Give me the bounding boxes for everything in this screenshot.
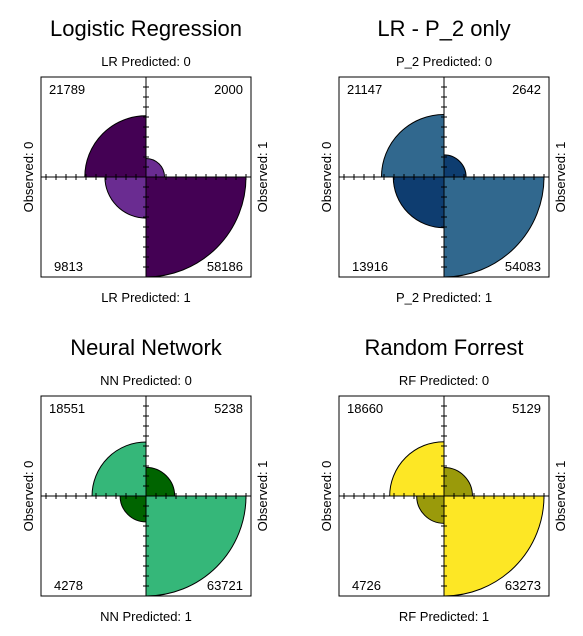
fourfold-panel-2: LR - P_2 only P_2 Predicted: 0 P_2 Predict…	[319, 16, 568, 305]
count-bottom-left: 13916	[352, 259, 388, 274]
wedge-top-left	[389, 441, 445, 497]
right-axis-label: Observed: 1	[553, 461, 568, 532]
count-bottom-right: 54083	[505, 259, 541, 274]
wedge-top-right	[145, 157, 166, 178]
count-top-right: 5238	[214, 401, 243, 416]
bottom-axis-label: RF Predicted: 1	[399, 609, 489, 624]
top-axis-label: NN Predicted: 0	[100, 373, 192, 388]
wedge-bottom-left	[104, 176, 147, 219]
fourfold-panel-3: Neural Network NN Predicted: 0 NN Predicte…	[21, 335, 270, 624]
count-top-left: 21789	[49, 82, 85, 97]
wedge-bottom-right	[443, 176, 545, 278]
panel-title: LR - P_2 only	[377, 16, 510, 41]
wedge-top-left	[380, 113, 445, 178]
wedge-bottom-right	[443, 495, 545, 597]
count-top-right: 2000	[214, 82, 243, 97]
wedge-top-left	[91, 441, 147, 497]
wedge-bottom-right	[145, 495, 247, 597]
bottom-axis-label: P_2 Predicted: 1	[396, 290, 492, 305]
count-top-right: 5129	[512, 401, 541, 416]
wedge-top-right	[443, 154, 467, 178]
left-axis-label: Observed: 0	[21, 461, 36, 532]
wedge-top-right	[443, 467, 473, 497]
panel-title: Neural Network	[70, 335, 223, 360]
wedge-bottom-left	[392, 176, 445, 229]
count-bottom-left: 4278	[54, 578, 83, 593]
wedge-bottom-left	[416, 495, 445, 524]
count-top-left: 21147	[347, 82, 382, 97]
right-axis-label: Observed: 1	[255, 461, 270, 532]
count-bottom-right: 63273	[505, 578, 541, 593]
count-bottom-left: 4726	[352, 578, 381, 593]
wedge-top-left	[84, 115, 147, 178]
count-top-left: 18551	[49, 401, 85, 416]
left-axis-label: Observed: 0	[319, 461, 334, 532]
left-axis-label: Observed: 0	[319, 142, 334, 213]
top-axis-label: P_2 Predicted: 0	[396, 54, 492, 69]
panel-title: Random Forrest	[365, 335, 524, 360]
wedge-bottom-right	[145, 176, 247, 278]
wedge-top-right	[145, 466, 176, 497]
wedge-bottom-left	[119, 495, 147, 523]
top-axis-label: RF Predicted: 0	[399, 373, 489, 388]
right-axis-label: Observed: 1	[553, 142, 568, 213]
count-top-right: 2642	[512, 82, 541, 97]
left-axis-label: Observed: 0	[21, 142, 36, 213]
bottom-axis-label: LR Predicted: 1	[101, 290, 191, 305]
count-top-left: 18660	[347, 401, 383, 416]
right-axis-label: Observed: 1	[255, 142, 270, 213]
fourfold-panel-4: Random Forrest RF Predicted: 0 RF Predicte…	[319, 335, 568, 624]
bottom-axis-label: NN Predicted: 1	[100, 609, 192, 624]
top-axis-label: LR Predicted: 0	[101, 54, 191, 69]
count-bottom-right: 58186	[207, 259, 243, 274]
panel-title: Logistic Regression	[50, 16, 242, 41]
count-bottom-left: 9813	[54, 259, 83, 274]
count-bottom-right: 63721	[207, 578, 243, 593]
fourfold-panel-1: Logistic Regression LR Predicted: 0 LR Pre…	[21, 16, 270, 305]
